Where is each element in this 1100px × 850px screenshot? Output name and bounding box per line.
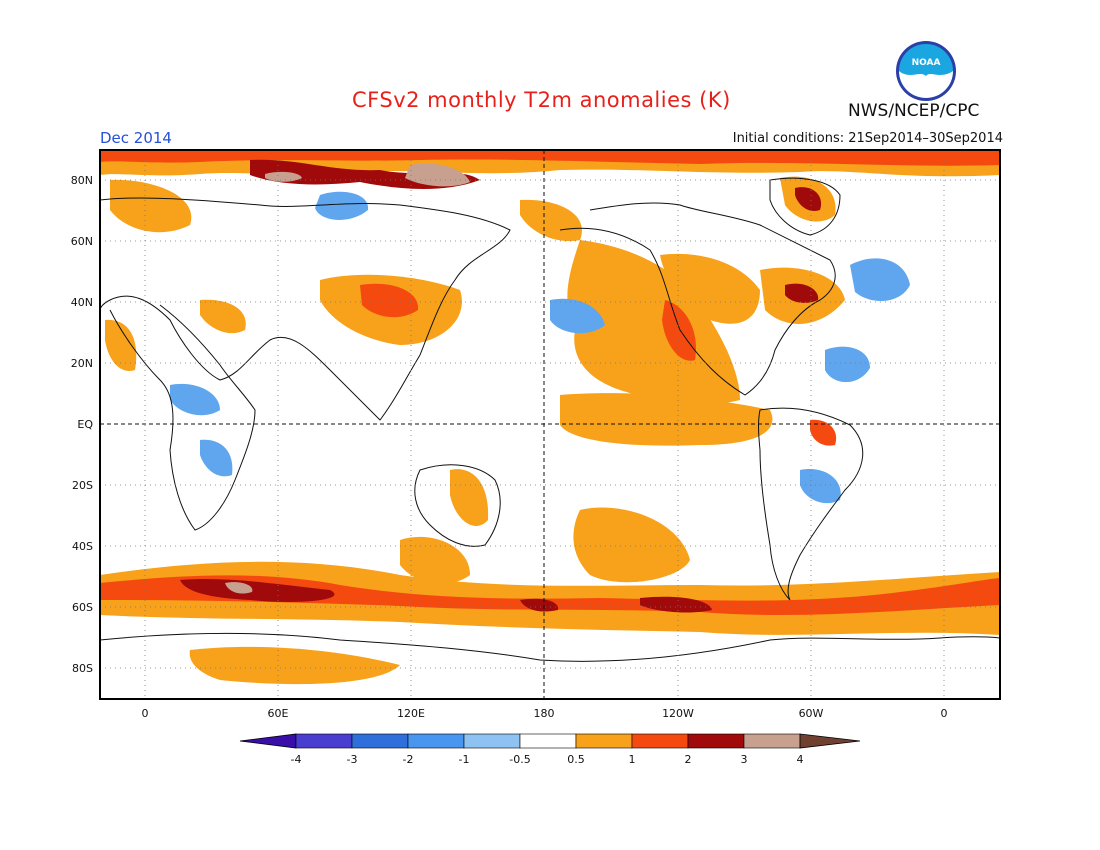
south-indian-warm: [400, 536, 470, 584]
coast-antarctica: [100, 632, 1000, 662]
colorbar-label: 3: [741, 753, 748, 766]
coast-africa: [109, 304, 256, 531]
colorbar-label: 0.5: [567, 753, 585, 766]
north-america-warm: [660, 253, 760, 324]
colorbar: [239, 733, 861, 749]
colorbar-segment: [295, 733, 353, 749]
lat-label: 20S: [72, 479, 93, 492]
colorbar-label: 4: [797, 753, 804, 766]
southern-ocean-warm-ring: [100, 561, 1000, 635]
lat-label: 80N: [71, 174, 93, 187]
australia-warm: [450, 469, 489, 526]
lat-label: 40N: [71, 296, 93, 309]
map-frame: [99, 149, 1001, 700]
alaska-warm-patch: [520, 199, 582, 242]
graticule: [100, 150, 1000, 699]
subtropical-atlantic-cool: [825, 346, 870, 383]
southern-ocean-very-warm: [640, 596, 712, 613]
amazon-warm: [810, 419, 837, 446]
lon-label: 0: [142, 707, 149, 720]
initial-conditions-label: Initial conditions: 21Sep2014–30Sep2014: [732, 131, 1003, 146]
colorbar-label: -0.5: [509, 753, 530, 766]
lon-label: 120E: [397, 707, 425, 720]
coast-australia: [414, 464, 501, 547]
arctic-extreme-patch: [405, 163, 470, 187]
colorbar-segment: [631, 733, 689, 749]
us-west-strong-warm: [662, 300, 696, 361]
longitude-labels: 0 60E 120E 180 120W 60W 0: [142, 707, 948, 720]
lat-label: 60S: [72, 601, 93, 614]
coast-eurasia: [100, 197, 511, 421]
southern-ocean-very-warm: [180, 579, 335, 602]
colorbar-label: 1: [629, 753, 636, 766]
agency-label: NWS/NCEP/CPC: [848, 101, 980, 121]
noaa-logo-icon: NOAA: [896, 41, 956, 101]
forecast-month-label: Dec 2014: [100, 129, 172, 147]
lat-label: 80S: [72, 662, 93, 675]
colorbar-segment: [463, 733, 521, 749]
lon-label: 180: [534, 707, 555, 720]
coast-greenland: [769, 177, 841, 236]
colorbar-label: -1: [459, 753, 470, 766]
india-warm: [200, 299, 246, 334]
lat-label: EQ: [77, 418, 93, 431]
europe-warm-patch: [110, 179, 192, 233]
latitude-labels: 80N 60N 40N 20N EQ 20S 40S 60S 80S: [71, 174, 94, 675]
coast-north-america: [559, 202, 836, 396]
svg-text:NOAA: NOAA: [912, 58, 941, 68]
colorbar-labels: -4 -3 -2 -1 -0.5 0.5 1 2 3 4: [291, 753, 804, 766]
colorbar-label: 2: [685, 753, 692, 766]
africa-cool: [170, 383, 220, 416]
coast-south-america: [758, 407, 864, 601]
colorbar-label: -2: [403, 753, 414, 766]
arabia-warm: [105, 319, 137, 371]
lat-label: 40S: [72, 540, 93, 553]
colorbar-label: -4: [291, 753, 302, 766]
colorbar-segment: [519, 733, 577, 749]
colorbar-segment: [743, 733, 801, 749]
colorbar-low-arrow: [239, 733, 297, 749]
east-asia-strong-warm: [360, 283, 419, 318]
siberia-cool-patch: [315, 191, 369, 220]
south-pacific-warm: [573, 507, 690, 583]
anomaly-field: [100, 150, 1000, 685]
antarctica-warm: [189, 646, 400, 685]
lon-label: 0: [941, 707, 948, 720]
southern-africa-cool: [200, 439, 233, 477]
lon-label: 60W: [799, 707, 824, 720]
south-america-cool: [800, 469, 841, 504]
arctic-extreme-patch: [265, 171, 302, 182]
southern-ocean-extreme: [225, 582, 253, 594]
lon-label: 60E: [268, 707, 289, 720]
colorbar-label: -3: [347, 753, 358, 766]
lat-label: 60N: [71, 235, 93, 248]
colorbar-segment: [407, 733, 465, 749]
colorbar-segment: [575, 733, 633, 749]
greenland-strong-patch: [795, 187, 822, 211]
colorbar-high-arrow: [799, 733, 861, 749]
lat-label: 20N: [71, 357, 93, 370]
arctic-strong-warm-band: [100, 150, 1000, 166]
colorbar-segment: [687, 733, 745, 749]
southern-ocean-strong-ring: [100, 575, 1000, 615]
southern-ocean-very-warm: [520, 598, 559, 612]
n-atlantic-cool: [850, 258, 910, 302]
n-atlantic-strong-warm: [785, 283, 819, 303]
lon-label: 120W: [662, 707, 694, 720]
colorbar-segment: [351, 733, 409, 749]
chart-title: CFSv2 monthly T2m anomalies (K): [352, 88, 731, 112]
coastlines: [100, 177, 1000, 662]
central-pacific-cool: [550, 298, 605, 334]
tropical-pacific-warm: [560, 393, 773, 446]
